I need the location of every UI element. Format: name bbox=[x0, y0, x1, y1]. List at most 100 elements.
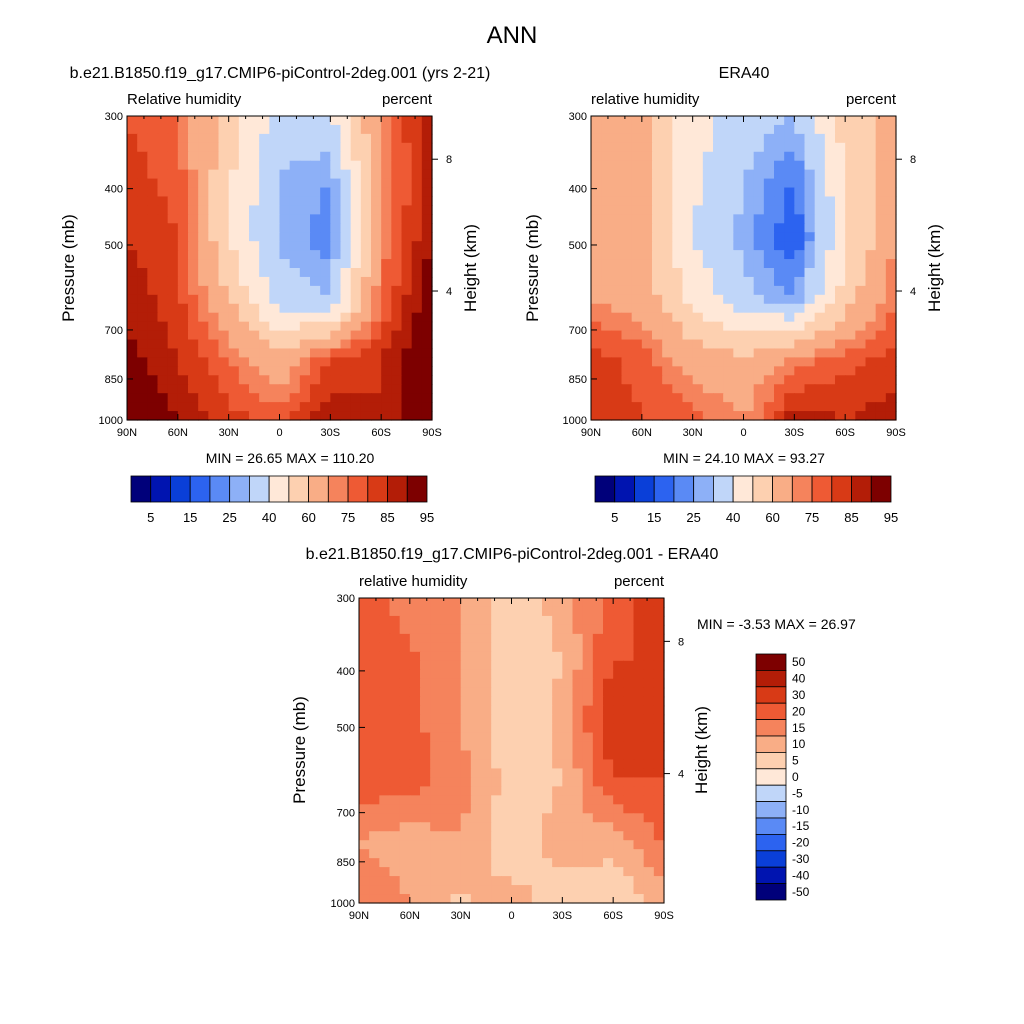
heatmap-cell bbox=[360, 348, 372, 359]
heatmap-cell bbox=[692, 214, 704, 224]
heatmap-cell bbox=[774, 214, 785, 224]
heatmap-cell bbox=[188, 357, 199, 367]
heatmap-cell bbox=[885, 169, 897, 180]
height-axis-label: Height (km) bbox=[692, 706, 711, 794]
heatmap-cell bbox=[350, 330, 362, 341]
heatmap-cell bbox=[641, 393, 653, 403]
heatmap-cell bbox=[784, 268, 795, 278]
heatmap-cell bbox=[855, 116, 867, 126]
heatmap-cell bbox=[127, 223, 138, 233]
heatmap-cell bbox=[208, 169, 220, 180]
heatmap-cell bbox=[147, 116, 159, 126]
heatmap-cell bbox=[702, 312, 714, 323]
heatmap-cell bbox=[340, 205, 352, 215]
heatmap-cell bbox=[391, 411, 403, 421]
heatmap-cell bbox=[521, 732, 533, 743]
heatmap-cell bbox=[552, 714, 563, 725]
heatmap-cell bbox=[713, 366, 724, 376]
lat-tick-label: 30S bbox=[553, 910, 573, 922]
heatmap-cell bbox=[460, 705, 472, 716]
heatmap-cell bbox=[470, 669, 482, 680]
heatmap-cell bbox=[603, 786, 614, 796]
heatmap-cell bbox=[814, 366, 826, 376]
heatmap-cell bbox=[409, 660, 421, 671]
heatmap-cell bbox=[652, 375, 663, 385]
heatmap-cell bbox=[421, 375, 433, 385]
heatmap-cell bbox=[340, 375, 352, 385]
heatmap-cell bbox=[360, 411, 372, 421]
heatmap-cell bbox=[299, 241, 311, 251]
heatmap-cell bbox=[601, 169, 612, 180]
heatmap-cell bbox=[865, 178, 877, 189]
heatmap-cell bbox=[167, 402, 179, 412]
heatmap-cell bbox=[470, 813, 482, 823]
heatmap-cell bbox=[371, 169, 382, 180]
heatmap-cell bbox=[310, 196, 321, 207]
heatmap-cell bbox=[753, 312, 765, 323]
heatmap-cell bbox=[299, 124, 311, 135]
heatmap-cell bbox=[885, 196, 897, 207]
heatmap-cell bbox=[491, 786, 502, 796]
heatmap-cell bbox=[481, 786, 492, 796]
heatmap-cell bbox=[682, 348, 694, 359]
heatmap-cell bbox=[531, 813, 543, 823]
heatmap-cell bbox=[531, 831, 543, 841]
heatmap-cell bbox=[379, 813, 391, 823]
heatmap-cell bbox=[723, 214, 734, 224]
heatmap-cell bbox=[167, 276, 179, 287]
heatmap-cell bbox=[381, 384, 392, 394]
heatmap-cell bbox=[643, 696, 655, 707]
heatmap-cell bbox=[603, 849, 614, 859]
heatmap-cell bbox=[340, 142, 352, 153]
heatmap-cell bbox=[804, 375, 816, 385]
heatmap-cell bbox=[653, 741, 665, 752]
heatmap-cell bbox=[391, 178, 403, 189]
heatmap-cell bbox=[511, 786, 523, 796]
heatmap-cell bbox=[440, 777, 452, 787]
heatmap-cell bbox=[310, 402, 321, 412]
heatmap-cell bbox=[603, 633, 614, 644]
heatmap-cell bbox=[623, 831, 635, 841]
heatmap-cell bbox=[501, 696, 513, 707]
heatmap-cell bbox=[381, 116, 392, 126]
heatmap-cell bbox=[733, 241, 745, 251]
heatmap-cell bbox=[269, 268, 281, 278]
heatmap-cell bbox=[401, 196, 413, 207]
heatmap-cell bbox=[835, 205, 846, 215]
heatmap-cell bbox=[411, 187, 423, 198]
heatmap-cell bbox=[491, 813, 502, 823]
heatmap-cell bbox=[591, 375, 602, 385]
heatmap-cell bbox=[501, 849, 513, 859]
heatmap-cell bbox=[371, 294, 382, 305]
heatmap-cell bbox=[511, 759, 523, 770]
heatmap-cell bbox=[611, 187, 623, 198]
heatmap-cell bbox=[582, 813, 594, 823]
heatmap-cell bbox=[592, 831, 604, 841]
heatmap-cell bbox=[460, 687, 472, 698]
heatmap-cell bbox=[430, 813, 441, 823]
colorbar-label: 60 bbox=[765, 510, 779, 525]
heatmap-cell bbox=[420, 777, 431, 787]
heatmap-cell bbox=[340, 357, 352, 367]
heatmap-cell bbox=[633, 696, 645, 707]
heatmap-cell bbox=[208, 142, 220, 153]
heatmap-cell bbox=[147, 151, 159, 162]
heatmap-cell bbox=[369, 624, 380, 635]
heatmap-cell bbox=[592, 894, 604, 904]
heatmap-cell bbox=[631, 178, 643, 189]
heatmap-cell bbox=[167, 142, 179, 153]
heatmap-cell bbox=[733, 384, 745, 394]
heatmap-cell bbox=[198, 169, 209, 180]
colorbar-swatch bbox=[327, 475, 349, 503]
heatmap-cell bbox=[531, 723, 543, 734]
heatmap-cell bbox=[450, 795, 462, 805]
heatmap-cell bbox=[814, 312, 826, 323]
heatmap-cell bbox=[391, 402, 403, 412]
heatmap-cell bbox=[481, 813, 492, 823]
heatmap-cell bbox=[845, 330, 856, 341]
heatmap-cell bbox=[430, 759, 441, 770]
heatmap-cell bbox=[411, 250, 423, 260]
heatmap-cell bbox=[845, 205, 856, 215]
heatmap-cell bbox=[733, 321, 745, 332]
heatmap-cell bbox=[621, 339, 633, 350]
